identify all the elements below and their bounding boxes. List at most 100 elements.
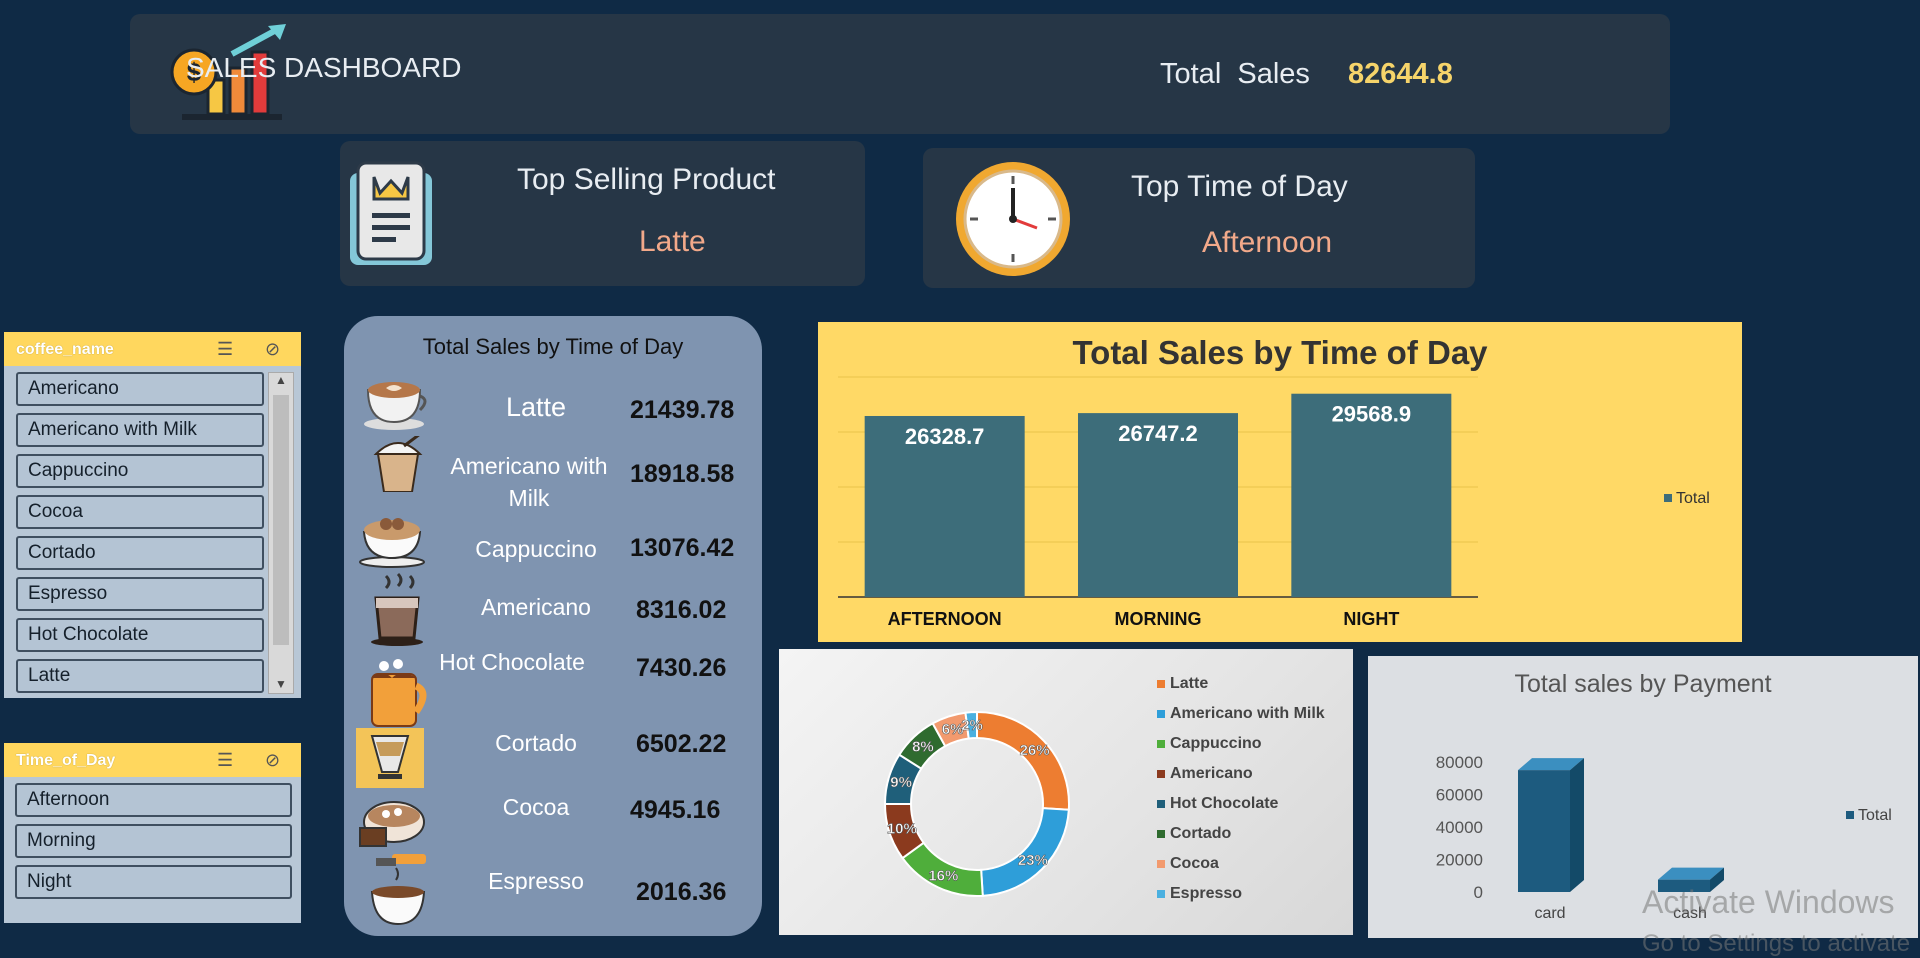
latte-cup-icon [364,382,427,430]
data-label: 26747.2 [1118,421,1198,446]
top-time-card: Top Time of Day Afternoon [923,148,1475,288]
scroll-thumb[interactable] [273,395,289,645]
slicer-header: Time_of_Day ☰ ⊘ [4,743,301,777]
clear-filter-icon[interactable]: ⊘ [265,750,281,770]
chart-title: Total sales by Payment [1514,670,1772,698]
slicer-item-hot-chocolate[interactable]: Hot Chocolate [16,618,264,652]
clear-filter-icon[interactable]: ⊘ [265,339,281,359]
product-name: Hot Chocolate [439,649,585,675]
x-tick-label: NIGHT [1343,609,1399,629]
legend-swatch [1157,680,1165,688]
multi-select-icon[interactable]: ☰ [217,750,234,770]
bar-side-card [1570,758,1584,892]
slicer-title: coffee_name [16,341,114,358]
bar-side-cash [1710,867,1724,892]
slicer-item-morning[interactable]: Morning [15,824,292,858]
chevron-up-icon[interactable]: ▲ [275,373,287,387]
sales-growth-icon: $ [170,24,286,120]
legend-label: Hot Chocolate [1170,795,1279,812]
total-sales-label: Total Sales [1160,58,1310,90]
cocoa-icon [359,801,425,847]
top-product-title: Top Selling Product [517,163,776,196]
receipt-crown-icon [350,161,432,265]
product-value: 8316.02 [636,596,727,624]
slicer-header: coffee_name ☰ ⊘ [4,332,301,366]
donut-data-label: 23% [1018,852,1048,869]
legend-swatch [1157,710,1165,718]
time-of-day-bar-chart: 26328.7 AFTERNOON 26747.2 MORNING 29568.9 NIG… [838,376,1710,629]
legend-label: Cocoa [1170,855,1219,872]
activation-watermark-sub: Go to Settings to activate [1642,930,1911,957]
donut-data-label: 10% [887,820,917,837]
header-bar [130,14,1670,134]
slicer-item-espresso[interactable]: Espresso [16,577,264,611]
top-product-value: Latte [639,225,706,258]
cortado-icon [356,728,424,788]
legend-swatch [1157,830,1165,838]
iced-coffee-icon [373,436,423,492]
legend-label: Americano with Milk [1170,705,1325,722]
slicer-item-cortado[interactable]: Cortado [16,536,264,570]
product-name: Cortado [495,730,577,756]
slicer-item-latte[interactable]: Latte [16,659,264,693]
product-name: Latte [505,392,567,422]
y-tick-label: 60000 [1436,786,1483,805]
americano-cup-icon [371,572,423,646]
chevron-down-icon[interactable]: ▼ [275,677,287,691]
y-tick-label: 0 [1474,883,1483,902]
product-name: Cocoa [502,794,570,820]
slicer-scrollbar[interactable]: ▲ ▼ [268,372,294,694]
product-value: 6502.22 [636,730,727,758]
x-tick-label: card [1534,905,1565,922]
slicer-item-cocoa[interactable]: Cocoa [16,495,264,529]
slicer-item-americano[interactable]: Americano [16,372,264,406]
slicer-item-night[interactable]: Night [15,865,292,899]
clock-icon [956,162,1070,276]
y-tick-label: 20000 [1436,851,1483,870]
top-time-value: Afternoon [1202,226,1333,259]
bar-afternoon [864,415,1025,597]
legend-swatch [1157,800,1165,808]
page-title: SALES DASHBOARD [186,52,462,83]
payment-chart-card: Total sales by Payment 80000 60000 40000 20… [1368,656,1918,938]
bar-night [1291,393,1452,597]
donut-data-label: 16% [928,867,958,884]
payment-bar-chart: 80000 60000 40000 20000 0 card cash Total [1436,753,1892,922]
bar-top-cash [1658,867,1724,880]
svg-text:$: $ [187,57,202,87]
slicer-item-afternoon[interactable]: Afternoon [15,783,292,817]
top-time-title: Top Time of Day [1131,170,1348,203]
legend-label: Espresso [1170,885,1242,902]
coffee-name-slicer: coffee_name ☰ ⊘ Americano Americano with… [4,332,301,698]
multi-select-icon[interactable]: ☰ [217,339,234,359]
product-value: 2016.36 [636,878,727,906]
legend-swatch [1157,770,1165,778]
legend: Total [1664,490,1710,507]
time-of-day-slicer: Time_of_Day ☰ ⊘ Afternoon Morning Night [4,743,301,923]
donut-data-label: 9% [890,774,912,791]
legend-label: Cortado [1170,825,1232,842]
donut-data-label: 26% [1020,742,1050,759]
slicer-item-cappuccino[interactable]: Cappuccino [16,454,264,488]
legend-label: Total [1858,807,1892,824]
hot-chocolate-icon [371,659,427,727]
legend-swatch [1664,494,1672,502]
product-sales-panel: Total Sales by Time of Day Latte 21439.7… [344,316,762,936]
product-value: 7430.26 [636,654,727,682]
top-product-card: Top Selling Product Latte [340,141,865,286]
product-value: 18918.58 [630,460,735,488]
legend-swatch [1846,811,1854,819]
activation-watermark: Activate Windows [1642,884,1895,920]
legend-swatch [1157,860,1165,868]
donut-data-label: 2% [961,717,983,734]
legend-label: Americano [1170,765,1253,782]
slicer-title: Time_of_Day [16,752,116,769]
legend-label: Latte [1170,675,1208,692]
total-sales-value: 82644.8 [1348,58,1453,90]
slicer-item-americano-with-milk[interactable]: Americano with Milk [16,413,264,447]
product-name: Espresso [488,868,584,894]
legend-swatch [1157,890,1165,898]
donut-data-label: 6% [942,721,964,738]
product-name: Americano [481,594,591,620]
legend-label: Cappuccino [1170,735,1262,752]
